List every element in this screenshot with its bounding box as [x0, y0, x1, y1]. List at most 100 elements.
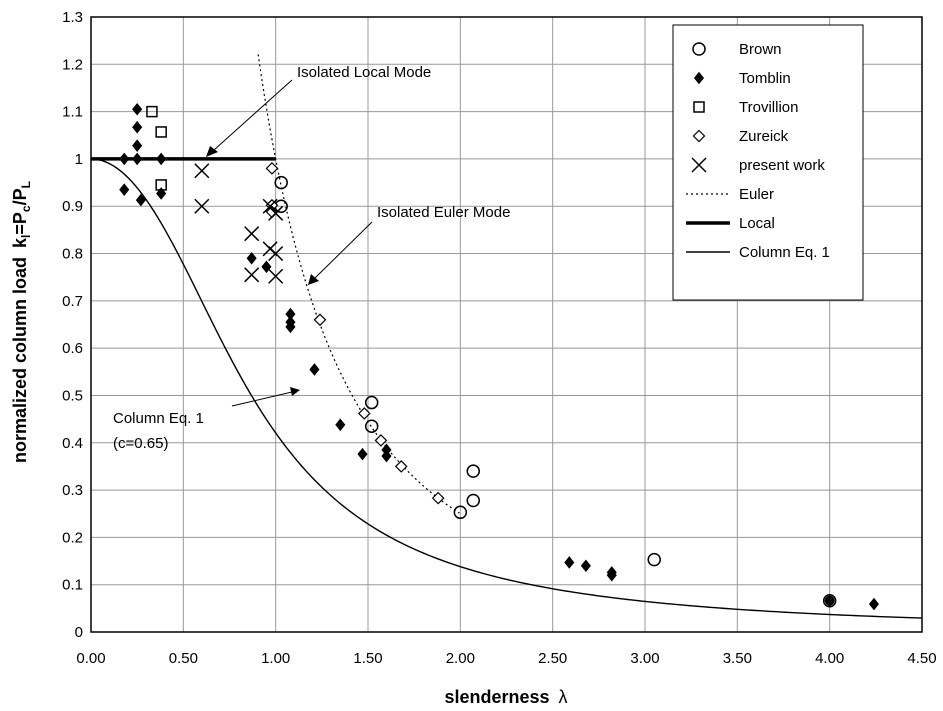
- euler-curve: [257, 54, 460, 514]
- tomblin-point: [246, 251, 257, 265]
- column-eq-curve: [90, 158, 923, 619]
- tomblin-point: [580, 559, 591, 573]
- x-tick-label: 3.50: [723, 650, 752, 667]
- y-tick-label: 0.6: [62, 340, 83, 357]
- present-work-point: [268, 268, 284, 284]
- legend-symbol-present-work: [691, 157, 707, 173]
- present-work-point: [268, 246, 284, 262]
- x-tick-label: 2.00: [446, 650, 475, 667]
- legend-symbol-brown: [692, 42, 706, 56]
- zureick-point: [431, 491, 445, 505]
- y-tick-label: 0.1: [62, 577, 83, 594]
- brown-point: [364, 419, 379, 433]
- trovillion-point: [155, 179, 167, 191]
- x-tick-label: 4.50: [907, 650, 936, 667]
- arrowhead-column-eq: [290, 387, 300, 396]
- legend-label-tomblin: Tomblin: [739, 70, 791, 87]
- tomblin-point: [132, 152, 143, 166]
- tomblin-point: [156, 187, 167, 200]
- y-tick-label: 0.8: [62, 246, 83, 263]
- x-tick-label: 0.00: [76, 650, 105, 667]
- x-tick-labels: 0.00 0.50 1.00 1.50 2.00 2.50 3.00 3.50 4.00 4.50: [76, 650, 936, 667]
- arrow-euler-mode: [314, 221, 373, 279]
- zureick-point: [313, 313, 327, 327]
- present-work-point: [244, 226, 260, 242]
- legend-symbol-trovillion: [693, 101, 705, 113]
- zureick-point: [374, 434, 388, 447]
- x-tick-label: 2.50: [538, 650, 567, 667]
- y-axis-title: normalized column loadkl=Pc/PL: [10, 181, 33, 463]
- zureick-point: [357, 407, 371, 420]
- tomblin-point: [119, 152, 130, 166]
- tomblin-point: [132, 120, 143, 134]
- legend-box: [672, 24, 864, 301]
- x-tick-label: 3.00: [630, 650, 659, 667]
- y-tick-label: 0.4: [62, 435, 83, 452]
- x-tick-label: 4.00: [815, 650, 844, 667]
- tomblin-point: [156, 152, 167, 166]
- y-tick-label: 1.1: [62, 104, 83, 121]
- present-work-point: [262, 198, 278, 214]
- y-tick-label: 0.7: [62, 293, 83, 310]
- brown-point: [466, 464, 481, 478]
- x-tick-label: 0.50: [169, 650, 198, 667]
- tomblin-point: [606, 568, 617, 582]
- legend-label-brown: Brown: [739, 41, 782, 58]
- markers: [119, 102, 880, 611]
- y-tick-label: 1: [75, 151, 83, 168]
- overlap-point: [824, 595, 835, 606]
- tomblin-point: [868, 597, 880, 611]
- tomblin-point: [119, 183, 130, 196]
- brown-point: [274, 175, 288, 190]
- y-tick-label: 1.2: [62, 56, 83, 73]
- y-tick-label: 1.3: [62, 9, 83, 26]
- y-tick-label: 0.2: [62, 529, 83, 546]
- present-work-point: [244, 267, 260, 283]
- y-tick-label: 0: [75, 624, 83, 641]
- trovillion-point: [146, 105, 158, 118]
- legend-label-trovillion: Trovillion: [739, 99, 798, 116]
- arrow-column-eq: [231, 391, 293, 407]
- legend-label-local: Local: [739, 215, 775, 232]
- tomblin-point: [564, 556, 575, 569]
- tomblin-point: [132, 139, 143, 152]
- legend-label-present-work: present work: [739, 157, 825, 174]
- legend-label-zureick: Zureick: [739, 128, 789, 145]
- brown-point: [364, 395, 379, 410]
- legend-symbol-tomblin: [693, 71, 705, 85]
- arrow-local-mode: [213, 79, 293, 151]
- tomblin-point: [335, 418, 346, 432]
- arrowhead-local-mode: [206, 146, 218, 157]
- annotation-column-eq-c: (c=0.65): [113, 435, 168, 452]
- zureick-point: [394, 460, 408, 473]
- brown-point: [647, 552, 661, 567]
- tomblin-point: [135, 193, 146, 207]
- legend-label-euler: Euler: [739, 186, 774, 203]
- present-work-point: [194, 163, 210, 179]
- trovillion-point: [155, 126, 167, 138]
- y-tick-labels: 0 0.1 0.2 0.3 0.4 0.5 0.6 0.7 0.8 0.9 1 1.1 1.2 1.3: [62, 9, 83, 641]
- annotations: Isolated Local Mode Isolated Euler Mode …: [113, 64, 510, 452]
- present-work-point: [194, 198, 210, 214]
- present-work-point: [268, 205, 284, 221]
- plot-frame: [90, 16, 923, 633]
- legend-symbol-zureick: [692, 129, 706, 143]
- annotation-column-eq: Column Eq. 1: [113, 410, 204, 427]
- arrowhead-euler-mode: [308, 274, 319, 285]
- tomblin-point: [381, 449, 392, 463]
- x-axis-title: slenderness λ: [444, 687, 567, 707]
- y-tick-label: 0.5: [62, 387, 83, 404]
- brown-point: [466, 493, 481, 508]
- tomblin-point: [132, 102, 143, 116]
- zureick-point: [265, 162, 279, 175]
- legend-label-column-eq.-1: Column Eq. 1: [739, 244, 830, 261]
- legend: Brown Tomblin Trovillion Zureick present wor…: [672, 24, 864, 301]
- x-tick-label: 1.50: [353, 650, 382, 667]
- y-tick-label: 0.9: [62, 198, 83, 215]
- annotation-local-mode: Isolated Local Mode: [297, 64, 431, 81]
- annotation-euler-mode: Isolated Euler Mode: [377, 204, 510, 221]
- y-tick-label: 0.3: [62, 482, 83, 499]
- brown-point: [453, 505, 468, 520]
- tomblin-point: [357, 447, 368, 461]
